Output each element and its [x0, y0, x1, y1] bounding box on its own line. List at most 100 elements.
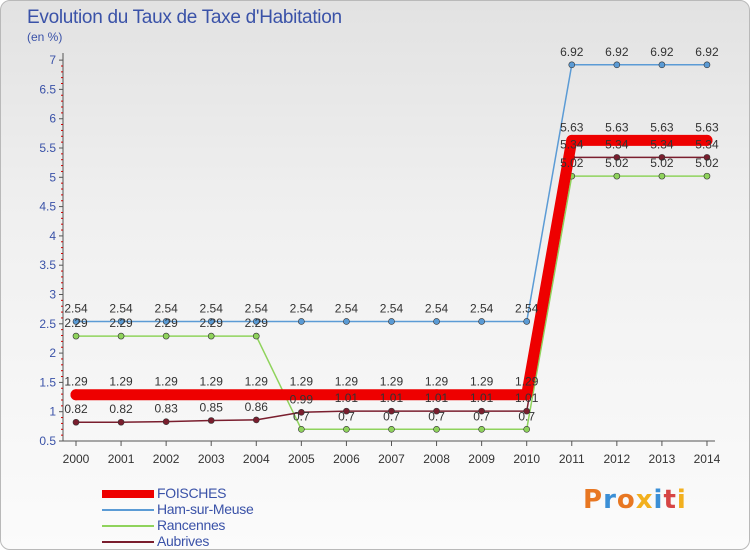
y-tick-label: 5.5: [39, 141, 56, 155]
data-point-aubrives: [207, 417, 215, 424]
data-label-aubrives: 5.34: [650, 137, 674, 151]
data-point-aubrives: [162, 418, 170, 425]
data-point-aubrives: [298, 408, 305, 416]
data-label-aubrives: 5.34: [560, 137, 584, 151]
logo-letter: i: [676, 485, 687, 515]
y-tick-label: 2.5: [39, 317, 56, 331]
legend-item-rancennes: Rancennes: [102, 517, 225, 533]
data-label-foisches: 1.29: [290, 375, 314, 389]
data-point-aubrives: [388, 407, 395, 415]
x-tick-label: 2009: [468, 452, 495, 466]
y-tick-label: 2: [49, 346, 56, 360]
x-tick-label: 2000: [63, 452, 90, 466]
logo-letter: P: [583, 485, 604, 515]
data-label-aubrives: 0.86: [245, 400, 269, 414]
data-point-foisches: [160, 389, 172, 401]
data-point-rancennes: [207, 332, 215, 340]
data-label-foisches: 1.29: [64, 375, 88, 389]
data-point-rancennes: [252, 332, 260, 340]
logo-letter: i: [653, 485, 664, 515]
data-point-rancennes: [343, 425, 350, 433]
data-label-foisches: 1.29: [425, 375, 449, 389]
y-tick-label: 0.5: [39, 434, 56, 448]
data-point-foisches: [521, 389, 533, 401]
x-tick-label: 2011: [559, 452, 585, 466]
data-point-ham-sur-meuse: [478, 318, 485, 325]
data-point-foisches: [205, 389, 217, 401]
data-label-ham-sur-meuse: 6.92: [605, 45, 629, 59]
data-point-ham-sur-meuse: [523, 318, 531, 325]
data-point-rancennes: [117, 332, 125, 340]
legend-label-aubrives: Aubrives: [157, 533, 210, 549]
data-point-foisches: [250, 389, 262, 401]
logo-letter: t: [663, 485, 677, 515]
chart-title: Evolution du Taux de Taxe d'Habitation: [27, 7, 342, 28]
data-point-ham-sur-meuse: [388, 318, 395, 325]
data-label-ham-sur-meuse: 6.92: [650, 45, 674, 59]
data-label-aubrives: 0.82: [109, 402, 133, 416]
legend-label-foisches: FOISCHES: [157, 485, 227, 501]
legend-item-aubrives: Aubrives: [102, 533, 209, 549]
data-label-aubrives: 1.01: [470, 391, 494, 405]
data-label-rancennes: 0.7: [338, 409, 355, 423]
x-tick-label: 2014: [694, 452, 721, 466]
y-tick-label: 6: [49, 112, 56, 126]
y-tick-label: 3: [49, 288, 56, 302]
data-point-rancennes: [72, 332, 80, 340]
series-line-foisches: [70, 134, 713, 401]
legend-label-ham-sur-meuse: Ham-sur-Meuse: [157, 501, 254, 517]
legend-swatch-aubrives: [102, 541, 154, 544]
data-point-rancennes: [298, 425, 305, 433]
legend-swatch-rancennes: [102, 525, 154, 528]
series-line-ham-sur-meuse: [75, 64, 708, 323]
data-label-foisches: 1.29: [335, 375, 359, 389]
data-point-foisches: [611, 134, 623, 146]
data-label-ham-sur-meuse: 2.54: [515, 301, 539, 315]
logo-letter: x: [635, 485, 654, 515]
data-point-ham-sur-meuse: [613, 61, 621, 69]
legend-swatch-ham-sur-meuse: [102, 509, 154, 512]
legend-item-ham-sur-meuse: Ham-sur-Meuse: [102, 501, 254, 517]
data-label-ham-sur-meuse: 6.92: [695, 45, 719, 59]
y-tick-label: 1.5: [39, 375, 56, 389]
data-point-foisches: [70, 389, 82, 401]
unit-label: (en %): [27, 30, 63, 44]
data-label-aubrives: 0.82: [64, 402, 88, 416]
x-tick-label: 2003: [198, 452, 225, 466]
data-label-rancennes: 2.29: [109, 316, 133, 330]
data-label-ham-sur-meuse: 2.54: [470, 301, 494, 315]
data-point-foisches: [340, 389, 352, 401]
data-label-aubrives: 1.01: [515, 391, 539, 405]
data-label-ham-sur-meuse: 2.54: [380, 301, 404, 315]
legend-label-rancennes: Rancennes: [157, 517, 226, 533]
data-point-aubrives: [72, 418, 80, 426]
x-tick-label: 2005: [288, 452, 315, 466]
data-point-rancennes: [433, 425, 440, 433]
data-label-aubrives: 0.85: [200, 400, 224, 414]
legend-swatch-foisches: [102, 490, 154, 499]
data-label-foisches: 1.29: [245, 375, 269, 389]
data-point-foisches: [115, 389, 127, 401]
data-label-ham-sur-meuse: 2.54: [154, 301, 178, 315]
data-point-ham-sur-meuse: [703, 61, 711, 69]
data-label-aubrives: 5.34: [605, 137, 629, 151]
data-point-rancennes: [703, 172, 711, 180]
y-tick-label: 4.5: [39, 200, 56, 214]
data-label-ham-sur-meuse: 2.54: [109, 301, 133, 315]
data-label-foisches: 5.63: [695, 120, 719, 134]
data-point-aubrives: [523, 407, 531, 415]
data-label-rancennes: 2.29: [200, 316, 224, 330]
y-tick-label: 1: [49, 405, 56, 419]
data-point-aubrives: [703, 154, 711, 161]
data-label-rancennes: 0.7: [518, 409, 535, 423]
x-tick-label: 2010: [513, 452, 540, 466]
data-label-foisches: 1.29: [154, 375, 178, 389]
data-label-foisches: 1.29: [380, 375, 404, 389]
data-point-foisches: [656, 134, 668, 146]
data-label-ham-sur-meuse: 2.54: [290, 301, 314, 315]
data-label-rancennes: 5.02: [560, 156, 584, 170]
data-point-ham-sur-meuse: [568, 61, 576, 69]
data-point-foisches: [566, 134, 578, 146]
